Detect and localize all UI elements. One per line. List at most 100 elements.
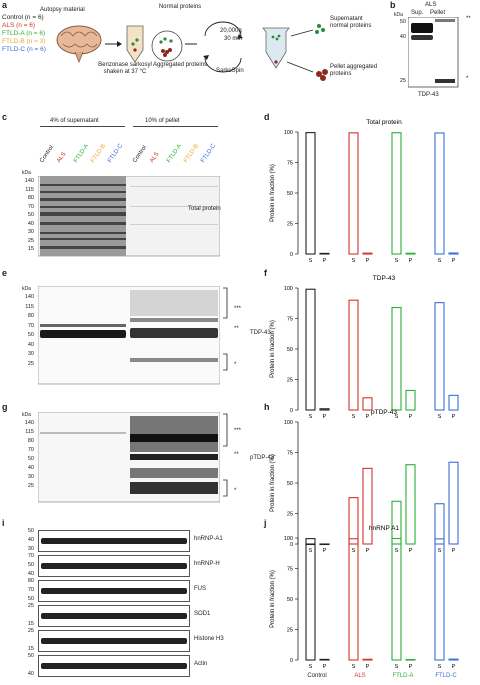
tick-label: 50 (27, 596, 34, 602)
lane-label: FTLD-C (107, 143, 125, 164)
step1-label: Benzonase sarkosyl shaken at 37 °C (98, 62, 152, 75)
spin-arrow-bottom (204, 57, 242, 73)
bar (434, 503, 445, 545)
tick-label: 30 (27, 546, 34, 552)
y-tick-label: 50 (287, 597, 293, 603)
lane-label: FTLD-B (90, 143, 108, 164)
y-tick-label: 75 (287, 567, 293, 573)
legend-item: FTLD-C (n = 6) (2, 46, 46, 53)
blot-name: Histone H3 (194, 636, 224, 642)
legend-item: FTLD-A (n = 6) (2, 30, 46, 37)
bar (448, 394, 459, 411)
fraction-label: P (366, 258, 370, 264)
fraction-label: P (366, 414, 370, 420)
tick-label: 80 (27, 438, 34, 444)
tick-label: 30 (27, 351, 34, 357)
fraction-label: P (452, 258, 456, 264)
aggregated-proteins-label: Aggregated proteins (152, 62, 208, 68)
bar (305, 132, 316, 255)
tick-label: 80 (27, 313, 34, 319)
y-tick-label: 0 (290, 542, 293, 548)
fraction-label: P (366, 664, 370, 670)
y-tick-label: 75 (287, 317, 293, 323)
panel-g-label: g (2, 402, 8, 412)
blot-fus (38, 580, 190, 602)
tick-label: 30 (27, 229, 34, 235)
tick-label: 115 (25, 186, 34, 193)
legend-item: Control (n = 6) (2, 14, 44, 21)
panel-g-kda: kDa (22, 412, 31, 418)
fraction-label: S (352, 414, 356, 420)
tick-label: 115 (25, 429, 34, 435)
brain-icon (56, 25, 102, 64)
panel-e-s3: *** (234, 306, 242, 312)
blot-name: hnRNP-A1 (194, 536, 223, 542)
fraction-label: S (352, 664, 356, 670)
bar (362, 397, 373, 411)
chart-title: hnRNP A1 (369, 525, 400, 532)
legend-item: FTLD-B (n = 3) (2, 38, 46, 45)
category-label: Control (307, 673, 326, 679)
y-tick-label: 0 (290, 658, 293, 664)
tick-label: 50 (27, 332, 34, 338)
y-tick-label: 50 (287, 191, 293, 197)
tick-label: 40 (27, 341, 34, 348)
y-tick-label: 25 (287, 222, 293, 228)
bar (348, 497, 359, 545)
category-label: FTLD-C (435, 673, 457, 679)
y-tick-label: 0 (290, 252, 293, 258)
bar (405, 252, 416, 255)
panel-g-s2: ** (234, 452, 239, 458)
blot-name: hnRNP-H (194, 561, 220, 567)
panel-h-label: h (264, 402, 270, 412)
bar (448, 252, 459, 255)
blot-name: Actin (194, 661, 208, 667)
fraction-label: S (352, 258, 356, 264)
tick-label: 15 (27, 621, 34, 627)
workflow-diagram (56, 21, 328, 81)
tick-label: 50 (27, 212, 34, 218)
y-tick-label: 100 (284, 536, 293, 542)
panel-e-label: e (2, 268, 8, 278)
tick-label: 50 (27, 456, 34, 462)
y-axis-label: Protein in fraction (%) (270, 454, 276, 512)
bar (305, 543, 316, 546)
supernatant-dots-icon (315, 24, 325, 34)
bar-charts: Total protein Protein in fraction (%) 0 25 5… (270, 119, 459, 679)
spin-method-label: SarkoSpin (216, 68, 244, 74)
tick-label: 40 (27, 571, 34, 577)
panel-b-pellet: Pellet (430, 10, 446, 16)
lane-label: FTLD-A (166, 143, 184, 164)
bar (348, 132, 359, 255)
y-axis-label: Protein in fraction (%) (270, 570, 276, 628)
tick-label: 25 (27, 483, 34, 489)
fraction-label: P (323, 664, 327, 670)
y-tick-label: 75 (287, 451, 293, 457)
tick-label: 40 (27, 220, 34, 227)
fraction-label: S (438, 664, 442, 670)
band (41, 613, 187, 619)
zoom-circle (151, 30, 183, 62)
supernatant-label: Supernatant normal proteins (330, 16, 372, 29)
tick-label: 15 (27, 646, 34, 652)
y-tick-label: 50 (287, 347, 293, 353)
blot-name: SOD1 (194, 611, 211, 617)
tube-1-icon (126, 25, 144, 63)
y-tick-label: 25 (287, 512, 293, 518)
tick-label: 25 (27, 360, 34, 367)
blot-sod1 (38, 605, 190, 627)
lane-label: ALS (56, 151, 68, 164)
tick-label: 115 (25, 303, 34, 310)
spin-time-label: 30 min (224, 36, 243, 42)
fraction-label: S (395, 414, 399, 420)
y-tick-label: 75 (287, 161, 293, 167)
tick-label: 70 (27, 447, 34, 453)
tick-label: 15 (27, 246, 34, 252)
bar (391, 306, 402, 411)
tick-label: 30 (27, 474, 34, 480)
lane-label: Control (39, 144, 56, 164)
sup-header: 4% of supernatant (50, 118, 99, 124)
band (41, 538, 187, 544)
bar (405, 389, 416, 411)
y-tick-label: 100 (284, 420, 293, 426)
